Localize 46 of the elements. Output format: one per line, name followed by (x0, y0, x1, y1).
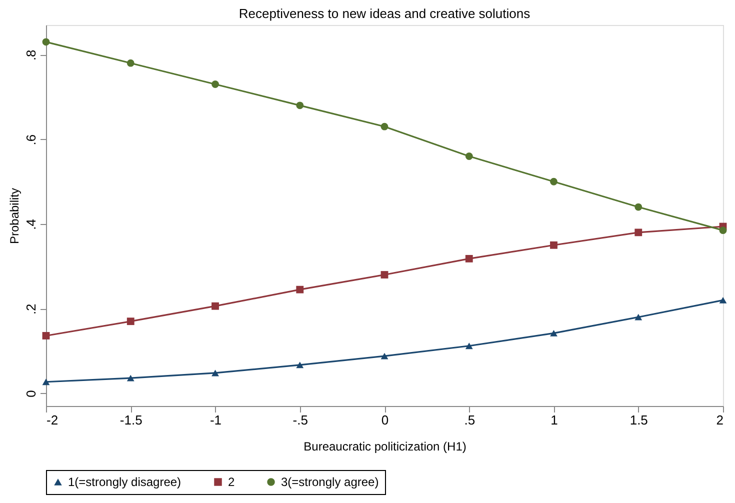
point (212, 370, 219, 376)
x-tick-label: 1 (550, 412, 558, 428)
x-tick-label: -2 (46, 412, 58, 428)
y-tick-label: .2 (24, 304, 38, 315)
point (380, 352, 388, 360)
x-tick-label: 1.5 (630, 412, 648, 428)
point (550, 178, 558, 186)
point (465, 254, 473, 262)
legend-label: 3(=strongly agree) (281, 475, 379, 489)
point (634, 203, 642, 211)
x-tick-label: -.5 (292, 412, 308, 428)
chart-title: Receptiveness to new ideas and creative solutions (238, 6, 531, 21)
point (719, 226, 727, 234)
point (465, 152, 473, 160)
y-tick-label: 0 (24, 390, 38, 398)
point (42, 378, 50, 386)
x-tick-label: -1.5 (120, 412, 142, 428)
point (634, 314, 642, 320)
point (634, 228, 642, 236)
point (42, 332, 50, 340)
x-tick-label: 0 (381, 412, 389, 428)
point (550, 330, 558, 336)
x-tick-label: -1 (210, 412, 222, 428)
point (126, 59, 134, 67)
point (126, 374, 134, 382)
y-tick-label: .6 (24, 134, 38, 146)
x-tick-label: .5 (464, 412, 476, 428)
point (380, 122, 388, 130)
point (550, 241, 558, 249)
point (465, 342, 473, 350)
point (126, 318, 134, 326)
point (296, 286, 304, 294)
x-tick-label: 2 (716, 412, 724, 428)
legend-label: 1(=strongly disagree) (68, 475, 182, 489)
point (719, 296, 727, 304)
y-tick-label: .4 (24, 219, 38, 230)
point (296, 102, 304, 110)
point (296, 362, 304, 368)
point (380, 271, 388, 278)
y-tick-label: .8 (24, 50, 38, 61)
point (212, 302, 219, 310)
x-axis-title: Bureaucratic politicization (H1) (304, 440, 466, 454)
legend-label: 2 (228, 475, 235, 489)
point (212, 80, 219, 88)
y-axis-title: Probability (8, 188, 22, 244)
point (42, 38, 50, 46)
